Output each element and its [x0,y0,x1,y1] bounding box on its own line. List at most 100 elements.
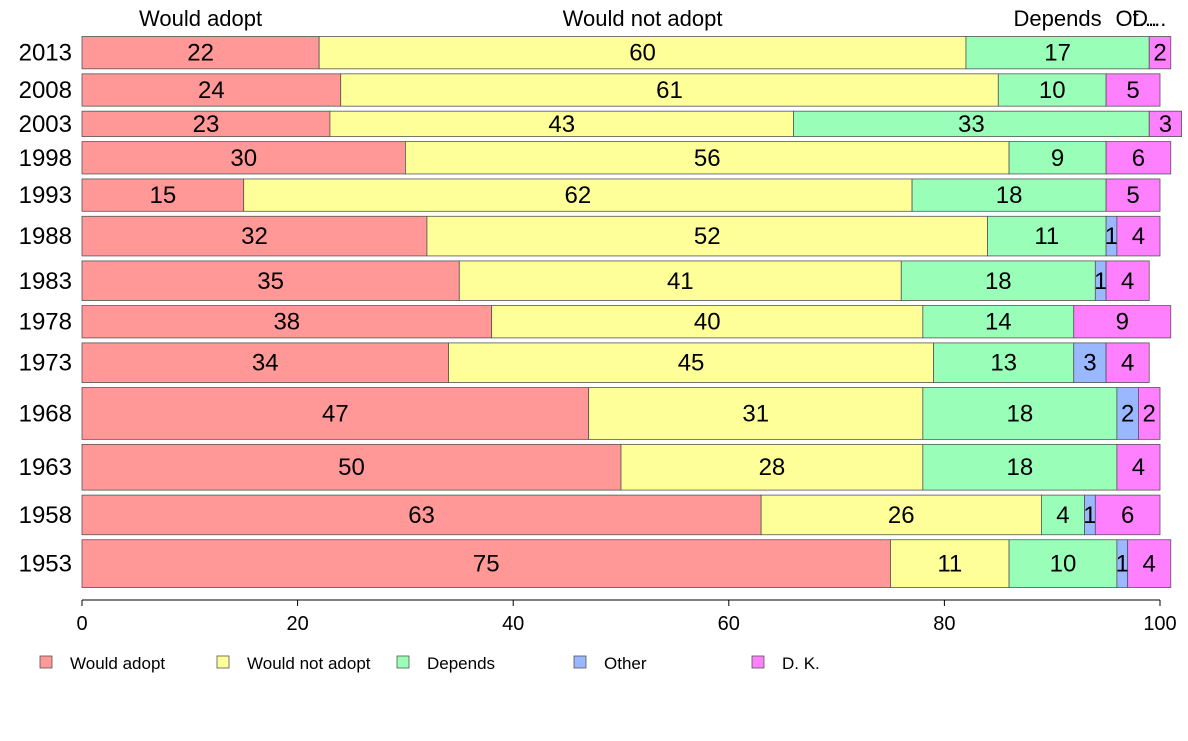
bar-segment-would-not-adopt [243,178,913,212]
data-label: 35 [257,268,284,295]
bar-row-2003: 2003 23 43 33 3 [19,110,1182,138]
data-label: 24 [198,77,225,104]
bar-segment-d-k [1116,443,1161,491]
category-label: 1993 [19,182,72,209]
data-label: 1 [1116,551,1129,578]
data-label: 38 [273,309,300,336]
data-label: 62 [565,182,592,209]
bar-segment-would-not-adopt [329,110,794,138]
bar-row-1958: 1958 63 26 4 1 6 [19,494,1161,536]
bar-segment-depends [793,110,1150,138]
category-label: 1963 [19,454,72,481]
data-label: 11 [1034,223,1059,250]
bar-row-2013: 2013 22 60 17 2 [19,36,1172,70]
data-label: 18 [1007,400,1034,427]
data-label: 4 [1056,502,1069,529]
bar-segment-would-adopt [81,36,320,70]
x-tick-label: 20 [286,613,308,635]
data-label: 34 [252,350,279,377]
x-tick-label: 80 [933,613,955,635]
bar-segment-would-not-adopt [404,141,1010,175]
category-label: 2003 [19,111,72,138]
top-label: Would not adopt [563,6,723,31]
legend-swatch [39,655,53,669]
bar-segment-would-not-adopt [491,305,924,339]
category-label: 1958 [19,502,72,529]
data-label: 75 [473,551,500,578]
data-label: 45 [678,350,705,377]
data-label: 22 [187,40,214,67]
data-label: 1 [1105,223,1118,250]
top-label: Ot... [1116,6,1158,31]
category-label: 2013 [19,40,72,67]
legend-swatch [216,655,230,669]
bar-segment-depends [997,73,1107,107]
data-label: 2 [1143,400,1156,427]
bar-segment-would-adopt [81,141,406,175]
data-label: 4 [1132,454,1145,481]
data-label: 3 [1159,111,1172,138]
legend-item: Other [573,654,647,673]
data-label: 56 [694,145,721,172]
bar-segment-depends [1008,141,1107,175]
category-label: 1998 [19,145,72,172]
legend-item: Depends [396,654,495,673]
bar-segment-would-not-adopt [340,73,999,107]
bar-segment-d-k [1094,494,1161,536]
category-label: 1983 [19,268,72,295]
data-label: 1 [1094,268,1107,295]
data-label: 10 [1039,77,1066,104]
x-tick-label: 40 [502,613,524,635]
data-label: 17 [1044,40,1071,67]
legend-label: Would not adopt [247,654,371,673]
bar-segment-would-adopt [81,443,622,491]
legend-swatch [573,655,587,669]
data-label: 4 [1132,223,1145,250]
data-label: 2 [1153,40,1166,67]
data-label: 4 [1121,350,1134,377]
legend-label: D. K. [782,654,820,673]
bar-segment-d-k [1116,215,1161,257]
bar-segment-d-k [1148,36,1172,70]
bar-segment-d-k [1148,110,1182,138]
data-label: 23 [193,111,220,138]
bar-segment-would-adopt [81,260,460,301]
bar-segment-would-not-adopt [760,494,1042,536]
data-label: 63 [408,502,435,529]
category-label: 2008 [19,77,72,104]
bar-segment-d-k [1105,73,1161,107]
data-label: 2 [1121,400,1134,427]
data-label: 50 [338,454,365,481]
data-label: 4 [1143,551,1156,578]
bar-row-1983: 1983 35 41 18 1 4 [19,260,1150,301]
data-label: 13 [990,350,1017,377]
top-label: Depends [1014,6,1102,31]
bar-segment-depends [1041,494,1085,536]
bar-segment-depends [1008,539,1118,588]
data-label: 32 [241,223,268,250]
data-label: 15 [149,182,176,209]
data-label: 6 [1132,145,1145,172]
legend-swatch [751,655,765,669]
data-label: 6 [1121,502,1134,529]
bar-segment-d-k [1105,178,1161,212]
data-label: 26 [888,502,915,529]
bar-segment-would-adopt [81,387,590,440]
bar-segment-d-k [1105,260,1150,301]
data-label: 10 [1050,551,1077,578]
data-label: 40 [694,309,721,336]
bar-segment-would-not-adopt [458,260,902,301]
data-label: 18 [985,268,1012,295]
top-label: D... [1132,6,1166,31]
bar-segment-would-adopt [81,539,891,588]
bar-row-1998: 1998 30 56 9 6 [19,141,1172,175]
bar-segment-d-k [1127,539,1172,588]
bar-segment-d-k [1105,141,1172,175]
x-tick-label: 100 [1143,613,1176,635]
bar-segment-would-not-adopt [318,36,967,70]
bar-row-1953: 1953 75 11 10 1 4 [19,539,1172,588]
top-category-labels: Would adopt Would not adopt Depends Ot...D.… [139,6,1166,31]
legend-item: Would adopt [39,654,165,673]
